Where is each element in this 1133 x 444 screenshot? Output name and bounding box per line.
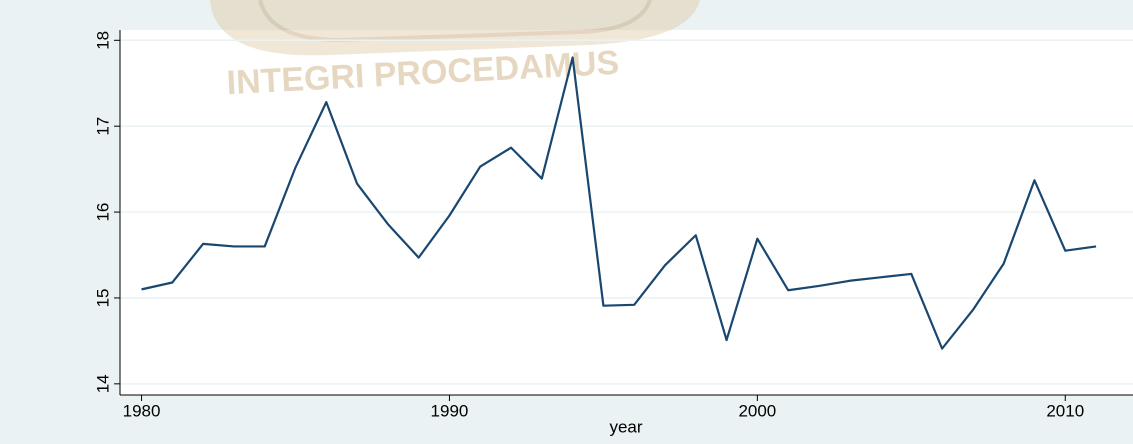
- y-tick-label: 14: [93, 374, 112, 393]
- x-axis-label: year: [609, 417, 642, 436]
- x-tick-label: 2000: [738, 401, 776, 420]
- y-tick-label: 18: [93, 31, 112, 50]
- x-tick-label: 2010: [1046, 401, 1084, 420]
- y-tick-label: 15: [93, 288, 112, 307]
- x-tick-label: 1980: [123, 401, 161, 420]
- y-tick-label: 16: [93, 203, 112, 222]
- logo-shape: [210, 0, 700, 56]
- x-tick-label: 1990: [431, 401, 469, 420]
- y-tick-label: 17: [93, 117, 112, 136]
- line: [141, 56, 1097, 350]
